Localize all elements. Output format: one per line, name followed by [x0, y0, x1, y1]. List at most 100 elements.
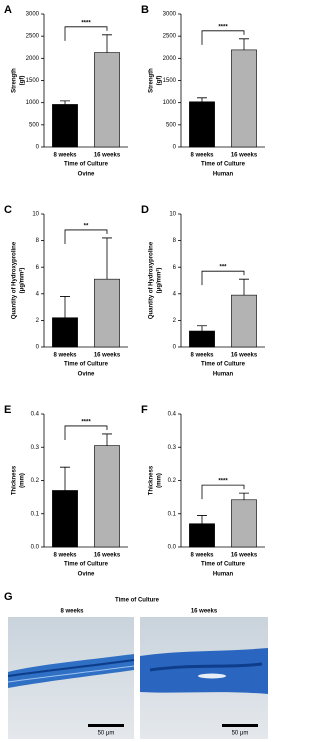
significance-label: ****: [81, 20, 91, 26]
y-axis-label: (mm): [20, 473, 26, 488]
bar: [189, 101, 215, 148]
y-tick-label: 0.0: [168, 545, 177, 551]
panel-label: D: [141, 204, 149, 216]
x-axis-label: Time of Culture: [201, 362, 246, 368]
y-tick-label: 10: [169, 212, 176, 218]
y-tick-label: 0: [36, 345, 40, 351]
panel-label: E: [4, 404, 11, 416]
significance-bracket: [64, 26, 108, 41]
significance-label: ****: [81, 420, 91, 426]
panel-label: B: [141, 4, 149, 16]
y-tick-label: 500: [29, 122, 40, 128]
y-tick-label: 4: [173, 291, 177, 297]
y-tick-label: 3000: [26, 12, 40, 18]
bar: [52, 317, 78, 348]
significance-label: ***: [219, 265, 227, 271]
bar: [52, 104, 78, 148]
subtitle: Ovine: [78, 172, 95, 178]
x-tick-label: 8 weeks: [190, 153, 214, 159]
subtitle: Human: [213, 572, 234, 578]
significance-bracket: [201, 270, 245, 286]
bar: [231, 499, 257, 548]
x-tick-label: 8 weeks: [53, 553, 77, 559]
y-axis-label: (μg/mm²): [19, 268, 26, 294]
bar: [52, 490, 78, 548]
image-label: 16 weeks: [191, 609, 218, 615]
significance-label: **: [84, 224, 89, 230]
subtitle: Ovine: [78, 572, 95, 578]
y-axis-label: Quantity of Hydroxyproline: [149, 241, 155, 319]
error-bar: [60, 296, 70, 318]
y-tick-label: 0.2: [31, 478, 40, 484]
y-tick-label: 10: [32, 212, 39, 218]
y-tick-label: 0.0: [31, 545, 40, 551]
y-tick-label: 2000: [163, 56, 177, 62]
y-axis-label: (gf): [20, 76, 26, 86]
y-tick-label: 0.4: [31, 412, 40, 418]
y-tick-label: 8: [36, 238, 40, 244]
histology-right: [140, 617, 268, 739]
error-bar: [197, 97, 207, 102]
y-tick-label: 0: [173, 345, 177, 351]
y-tick-label: 4: [36, 291, 40, 297]
panel-label: F: [141, 404, 148, 416]
bar: [189, 523, 215, 548]
x-tick-label: 16 weeks: [94, 153, 121, 159]
error-bar: [239, 492, 249, 500]
bar: [231, 49, 257, 148]
image-label: 8 weeks: [60, 609, 84, 615]
error-bar: [60, 100, 70, 105]
y-tick-label: 6: [173, 265, 177, 271]
y-axis-label: Thickness: [12, 465, 18, 495]
x-tick-label: 8 weeks: [190, 553, 214, 559]
y-axis-label: Quantity of Hydroxyproline: [12, 241, 18, 319]
y-tick-label: 1000: [26, 100, 40, 106]
y-axis-label: (gf): [157, 76, 163, 86]
y-tick-label: 0.3: [31, 445, 40, 451]
y-axis-label: Strength: [12, 68, 18, 93]
y-tick-label: 3000: [163, 12, 177, 18]
y-tick-label: 6: [36, 265, 40, 271]
x-axis-label: Time of Culture: [64, 162, 109, 168]
y-axis-label: Strength: [149, 68, 155, 93]
error-bar: [197, 325, 207, 332]
error-bar: [102, 34, 112, 53]
y-tick-label: 500: [166, 122, 177, 128]
y-tick-label: 2: [173, 318, 177, 324]
significance-label: ****: [218, 479, 228, 485]
scale-bar-label: 50 μm: [232, 731, 249, 737]
error-bar: [102, 433, 112, 446]
y-axis-label: (mm): [157, 473, 163, 488]
panel-label: G: [4, 591, 13, 603]
y-tick-label: 8: [173, 238, 177, 244]
significance-bracket: [201, 484, 245, 500]
y-tick-label: 0.1: [31, 511, 40, 517]
y-tick-label: 2500: [163, 34, 177, 40]
significance-bracket: [64, 229, 108, 244]
histology-left: [7, 617, 135, 739]
y-tick-label: 2500: [26, 34, 40, 40]
bar: [189, 330, 215, 348]
bar: [94, 445, 120, 548]
subtitle: Ovine: [78, 372, 95, 378]
y-axis-label: Thickness: [149, 465, 155, 495]
y-tick-label: 1500: [26, 78, 40, 84]
bar: [94, 52, 120, 148]
x-axis-label: Time of Culture: [64, 562, 109, 568]
subtitle: Human: [213, 372, 234, 378]
y-tick-label: 0: [173, 145, 177, 151]
x-tick-label: 8 weeks: [53, 153, 77, 159]
y-tick-label: 2: [36, 318, 40, 324]
y-tick-label: 0.2: [168, 478, 177, 484]
x-tick-label: 8 weeks: [190, 353, 214, 359]
x-tick-label: 16 weeks: [231, 353, 258, 359]
y-tick-label: 1500: [163, 78, 177, 84]
y-tick-label: 2000: [26, 56, 40, 62]
scale-bar-label: 50 μm: [98, 731, 115, 737]
x-tick-label: 8 weeks: [53, 353, 77, 359]
panel-title: Time of Culture: [115, 598, 160, 604]
x-tick-label: 16 weeks: [94, 353, 121, 359]
panel-label: A: [4, 4, 12, 16]
x-axis-label: Time of Culture: [201, 162, 246, 168]
y-tick-label: 0.4: [168, 412, 177, 418]
